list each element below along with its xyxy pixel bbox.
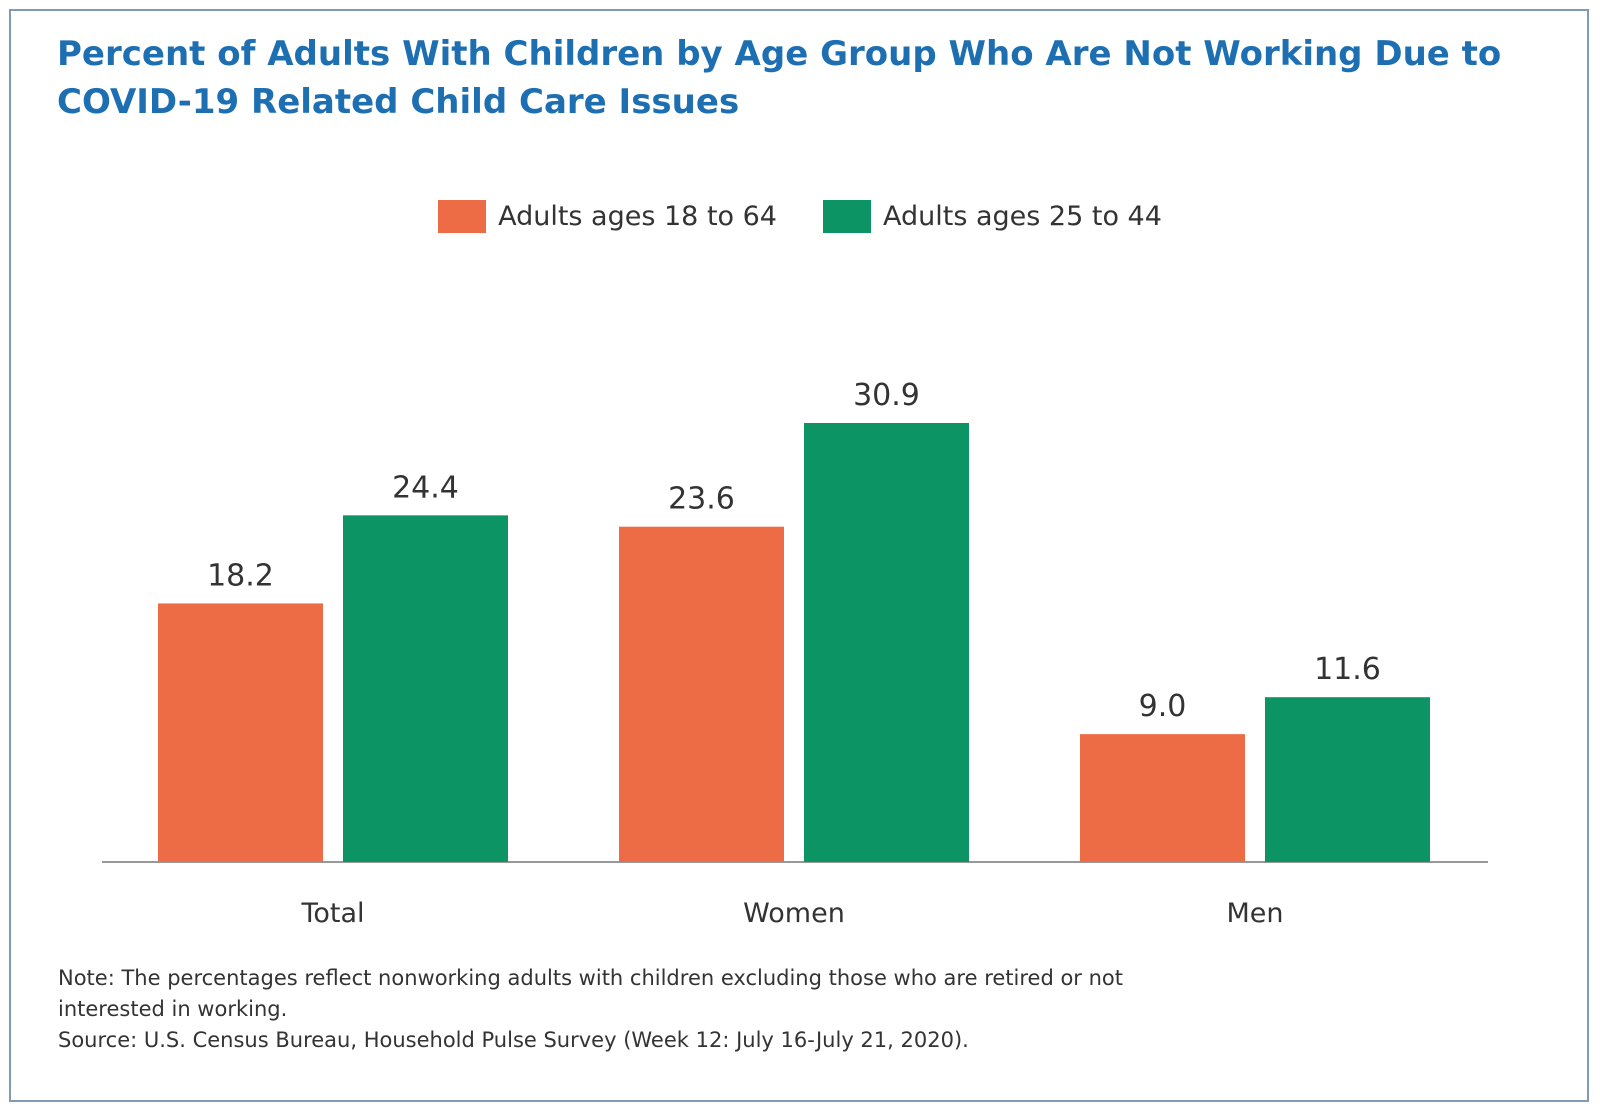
bar-men-series-2 — [1265, 697, 1430, 862]
chart-frame — [9, 9, 1589, 1102]
bar-men-series-1 — [1080, 734, 1245, 862]
x-tick-label-men: Men — [1226, 898, 1283, 929]
legend-item-series-1: Adults ages 18 to 64 — [438, 199, 777, 233]
x-tick-label-women: Women — [743, 898, 845, 929]
data-label-total-series-2: 24.4 — [392, 470, 459, 505]
bar-total-series-1 — [158, 603, 323, 862]
data-label-men-series-1: 9.0 — [1139, 689, 1187, 724]
legend-item-series-2: Adults ages 25 to 44 — [823, 199, 1162, 233]
chart-title: Percent of Adults With Children by Age G… — [57, 34, 1502, 122]
chart-source: Source: U.S. Census Bureau, Household Pu… — [58, 1028, 969, 1052]
legend-label-series-2: Adults ages 25 to 44 — [883, 200, 1162, 232]
bar-women-series-1 — [619, 526, 784, 862]
x-tick-label-total: Total — [300, 898, 364, 929]
chart-note-continued: interested in working. — [58, 997, 288, 1021]
data-label-men-series-2: 11.6 — [1314, 652, 1381, 687]
legend-swatch-series-2 — [823, 199, 871, 233]
data-label-women-series-1: 23.6 — [668, 482, 735, 517]
legend-label-series-1: Adults ages 18 to 64 — [498, 200, 777, 232]
chart-note: Note: The percentages reflect nonworking… — [58, 966, 1124, 990]
data-label-total-series-1: 18.2 — [207, 558, 274, 593]
chart-legend: Adults ages 18 to 64 Adults ages 25 to 4… — [0, 196, 1600, 236]
data-label-women-series-2: 30.9 — [853, 378, 920, 413]
bar-women-series-2 — [804, 423, 969, 862]
legend-swatch-series-1 — [438, 199, 487, 233]
bar-total-series-2 — [343, 515, 508, 862]
